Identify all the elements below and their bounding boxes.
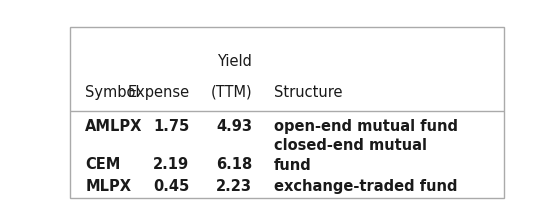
Text: Yield: Yield <box>217 54 252 69</box>
Text: Symbol: Symbol <box>85 85 139 99</box>
Text: MLPX: MLPX <box>85 179 131 194</box>
Text: AMLPX: AMLPX <box>85 119 143 134</box>
Text: 6.18: 6.18 <box>216 157 252 172</box>
Text: exchange-traded fund: exchange-traded fund <box>274 179 458 194</box>
Text: closed-end mutual: closed-end mutual <box>274 138 427 153</box>
Text: 1.75: 1.75 <box>153 119 189 134</box>
Text: fund: fund <box>274 158 312 173</box>
FancyBboxPatch shape <box>70 27 504 198</box>
Text: open-end mutual fund: open-end mutual fund <box>274 119 458 134</box>
Text: 0.45: 0.45 <box>153 179 189 194</box>
Text: Structure: Structure <box>274 85 343 99</box>
Text: CEM: CEM <box>85 157 120 172</box>
Text: 2.23: 2.23 <box>216 179 252 194</box>
Text: (TTM): (TTM) <box>211 85 252 99</box>
Text: Expense: Expense <box>127 85 189 99</box>
Text: 2.19: 2.19 <box>153 157 189 172</box>
Text: 4.93: 4.93 <box>216 119 252 134</box>
